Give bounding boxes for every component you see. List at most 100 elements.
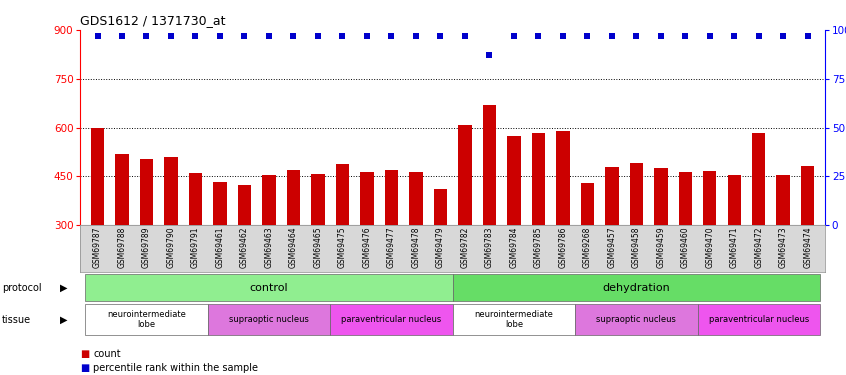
Bar [728,175,741,322]
Text: GSM69470: GSM69470 [706,226,714,268]
Point [482,53,496,58]
FancyBboxPatch shape [85,274,453,302]
Text: GSM69458: GSM69458 [632,226,640,268]
Text: protocol: protocol [2,283,41,293]
Bar [115,153,129,322]
Point [531,33,545,39]
Point [311,33,325,39]
Text: paraventricular nucleus: paraventricular nucleus [341,315,442,324]
Point [801,33,815,39]
Text: GSM69475: GSM69475 [338,226,347,268]
Bar [262,175,276,322]
Text: GSM69783: GSM69783 [485,226,494,268]
FancyBboxPatch shape [453,304,575,335]
Point [507,33,520,39]
Text: GDS1612 / 1371730_at: GDS1612 / 1371730_at [80,15,226,27]
Point [409,33,423,39]
Text: ■: ■ [80,363,90,373]
Bar [703,171,717,322]
Point [728,33,741,39]
Text: GSM69476: GSM69476 [362,226,371,268]
Text: neurointermediate
lobe: neurointermediate lobe [107,310,186,329]
Bar [482,105,496,322]
Text: GSM69787: GSM69787 [93,226,102,268]
Point [678,33,692,39]
Text: GSM69473: GSM69473 [778,226,788,268]
Text: GSM69464: GSM69464 [289,226,298,268]
Point [91,33,104,39]
Bar [91,129,104,322]
Point [556,33,569,39]
Text: supraoptic nucleus: supraoptic nucleus [596,315,676,324]
Point [140,33,153,39]
Bar [189,173,202,322]
FancyBboxPatch shape [575,304,697,335]
Point [777,33,790,39]
Point [385,33,398,39]
Text: GSM69461: GSM69461 [216,226,224,268]
Text: GSM69479: GSM69479 [436,226,445,268]
Bar [605,168,618,322]
Bar [238,185,251,322]
Point [605,33,618,39]
Bar [752,133,766,322]
Text: ■: ■ [80,350,90,359]
Point [213,33,227,39]
Text: neurointermediate
lobe: neurointermediate lobe [475,310,553,329]
Text: dehydration: dehydration [602,283,670,293]
Text: tissue: tissue [2,315,30,325]
Bar [385,170,398,322]
Point [580,33,594,39]
Bar [531,134,545,322]
Bar [213,182,227,322]
Point [189,33,202,39]
Bar [777,175,790,322]
Bar [311,174,325,322]
Bar [629,163,643,322]
Bar [434,189,447,322]
Bar [556,131,569,322]
Text: GSM69463: GSM69463 [265,226,273,268]
Text: GSM69791: GSM69791 [191,226,200,268]
FancyBboxPatch shape [453,274,820,302]
Bar [678,172,692,322]
Text: GSM69268: GSM69268 [583,226,592,268]
Text: GSM69784: GSM69784 [509,226,519,268]
Point [360,33,374,39]
Bar [360,172,374,322]
Point [458,33,471,39]
Text: GSM69474: GSM69474 [803,226,812,268]
Text: count: count [93,350,121,359]
Point [752,33,766,39]
FancyBboxPatch shape [208,304,330,335]
Point [703,33,717,39]
Text: ▶: ▶ [60,283,67,293]
Text: GSM69789: GSM69789 [142,226,151,268]
Bar [580,183,594,322]
Bar [336,164,349,322]
Text: GSM69457: GSM69457 [607,226,616,268]
Point [336,33,349,39]
Text: GSM69460: GSM69460 [681,226,689,268]
Point [238,33,251,39]
FancyBboxPatch shape [697,304,820,335]
Text: ▶: ▶ [60,315,67,325]
Point [115,33,129,39]
Point [629,33,643,39]
Bar [459,125,471,322]
Text: percentile rank within the sample: percentile rank within the sample [93,363,258,373]
Bar [654,168,667,322]
FancyBboxPatch shape [85,304,208,335]
Point [164,33,178,39]
Bar [287,170,300,322]
Point [434,33,448,39]
Text: GSM69785: GSM69785 [534,226,543,268]
Text: GSM69786: GSM69786 [558,226,568,268]
Point [262,33,276,39]
Text: GSM69471: GSM69471 [730,226,739,268]
Text: GSM69472: GSM69472 [755,226,763,268]
Text: supraoptic nucleus: supraoptic nucleus [229,315,309,324]
Bar [409,172,423,322]
Bar [140,159,153,322]
Bar [164,157,178,322]
